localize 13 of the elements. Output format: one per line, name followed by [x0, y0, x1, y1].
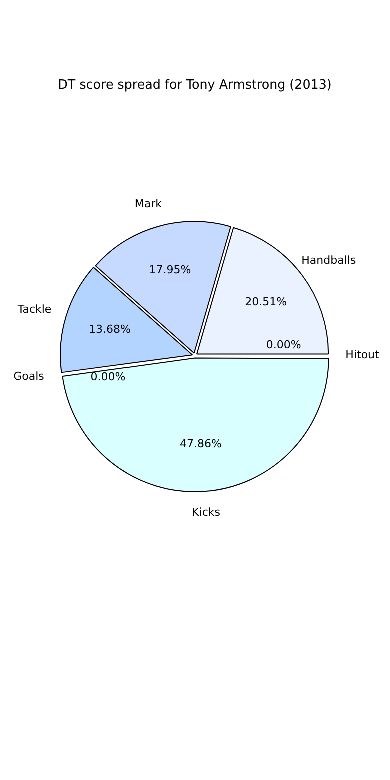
data-label: 20.51%: [245, 295, 288, 308]
category-label: Goals: [14, 370, 44, 383]
category-label: Hitout: [346, 348, 380, 362]
data-label: 17.95%: [149, 263, 192, 276]
data-label: 13.68%: [88, 322, 131, 336]
chart-title: DT score spread for Tony Armstrong (2013): [58, 78, 332, 94]
text: 0.00%: [266, 338, 302, 352]
slice-label: Tackle: [16, 302, 52, 316]
slice-label: Kicks: [192, 506, 221, 519]
data-label: 47.86%: [180, 437, 222, 450]
text: 0.00%: [90, 370, 126, 384]
slice-label: Mark: [134, 197, 163, 210]
slice-label: Handballs: [302, 254, 356, 268]
